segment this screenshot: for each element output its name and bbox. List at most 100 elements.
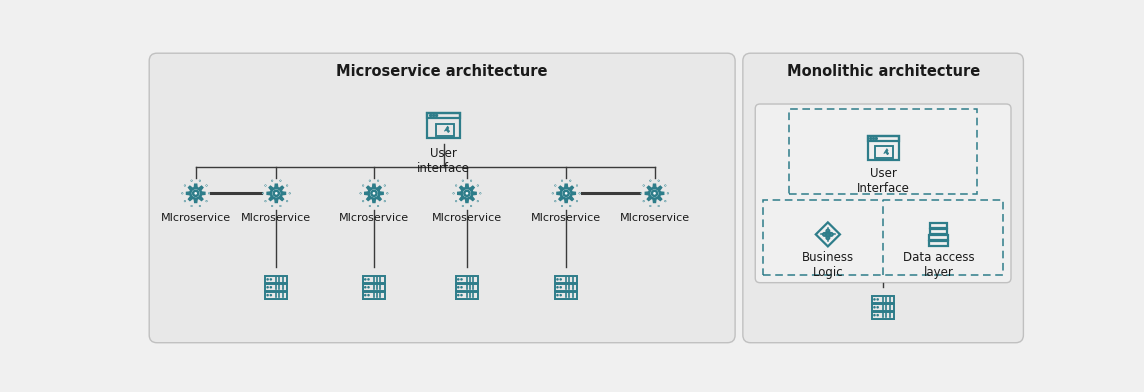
- Circle shape: [208, 192, 210, 194]
- Circle shape: [470, 205, 472, 207]
- Circle shape: [873, 314, 876, 316]
- Circle shape: [367, 286, 370, 289]
- Circle shape: [460, 294, 463, 296]
- Text: MIcroservice: MIcroservice: [339, 212, 410, 223]
- Text: MIcroservice: MIcroservice: [160, 212, 231, 223]
- Circle shape: [367, 278, 370, 281]
- Circle shape: [462, 188, 472, 198]
- Circle shape: [650, 180, 651, 182]
- Circle shape: [456, 286, 460, 289]
- Circle shape: [206, 200, 207, 202]
- Circle shape: [456, 278, 460, 281]
- Circle shape: [383, 200, 386, 202]
- Circle shape: [665, 185, 666, 187]
- Text: Monolithic architecture: Monolithic architecture: [787, 64, 979, 79]
- Bar: [363, 299, 386, 300]
- Circle shape: [876, 298, 879, 301]
- Circle shape: [665, 200, 666, 202]
- Circle shape: [378, 205, 379, 207]
- Circle shape: [359, 192, 362, 194]
- Circle shape: [368, 205, 371, 207]
- Circle shape: [184, 200, 185, 202]
- Circle shape: [650, 188, 660, 198]
- Bar: [436, 123, 454, 136]
- Bar: [456, 292, 478, 299]
- Circle shape: [652, 191, 657, 196]
- Circle shape: [556, 278, 558, 281]
- Circle shape: [556, 294, 558, 296]
- Circle shape: [387, 192, 388, 194]
- Circle shape: [643, 200, 645, 202]
- Bar: [867, 136, 899, 160]
- Circle shape: [271, 188, 281, 198]
- Bar: [265, 276, 287, 283]
- Polygon shape: [645, 184, 664, 203]
- Bar: [456, 276, 478, 283]
- Circle shape: [279, 205, 281, 207]
- Circle shape: [561, 180, 563, 182]
- Bar: [872, 312, 895, 319]
- Bar: [930, 229, 947, 234]
- Circle shape: [643, 185, 645, 187]
- Polygon shape: [365, 184, 383, 203]
- Circle shape: [869, 138, 872, 140]
- Circle shape: [873, 298, 876, 301]
- Bar: [872, 319, 895, 320]
- Circle shape: [430, 114, 431, 116]
- Circle shape: [555, 185, 556, 187]
- Polygon shape: [267, 184, 286, 203]
- Circle shape: [464, 191, 469, 196]
- Circle shape: [551, 192, 554, 194]
- Circle shape: [579, 192, 580, 194]
- Circle shape: [873, 138, 874, 140]
- Circle shape: [271, 205, 273, 207]
- Circle shape: [641, 192, 642, 194]
- Circle shape: [191, 180, 192, 182]
- Bar: [455, 299, 478, 300]
- Polygon shape: [444, 126, 450, 132]
- Bar: [363, 292, 384, 299]
- Bar: [428, 113, 460, 118]
- Circle shape: [288, 192, 291, 194]
- Circle shape: [460, 286, 463, 289]
- Circle shape: [570, 205, 571, 207]
- Bar: [555, 284, 577, 291]
- Circle shape: [570, 180, 571, 182]
- Circle shape: [270, 286, 272, 289]
- Circle shape: [436, 114, 438, 116]
- Bar: [930, 223, 946, 228]
- Circle shape: [477, 185, 479, 187]
- Polygon shape: [884, 149, 889, 155]
- Circle shape: [559, 294, 562, 296]
- Circle shape: [575, 185, 578, 187]
- Text: Data access
layer: Data access layer: [903, 251, 975, 279]
- Bar: [456, 284, 478, 291]
- Circle shape: [184, 185, 185, 187]
- Bar: [363, 284, 384, 291]
- Text: MIcroservice: MIcroservice: [619, 212, 690, 223]
- Text: Business
Logic: Business Logic: [802, 251, 853, 279]
- FancyBboxPatch shape: [149, 53, 736, 343]
- Circle shape: [658, 205, 660, 207]
- Circle shape: [470, 180, 472, 182]
- Bar: [875, 146, 893, 158]
- Circle shape: [264, 200, 267, 202]
- Circle shape: [286, 200, 288, 202]
- Circle shape: [564, 191, 569, 196]
- Bar: [789, 109, 977, 194]
- Circle shape: [267, 278, 269, 281]
- Polygon shape: [458, 184, 476, 203]
- Circle shape: [363, 185, 364, 187]
- Circle shape: [368, 188, 379, 198]
- Circle shape: [364, 294, 366, 296]
- Circle shape: [199, 180, 201, 182]
- Circle shape: [559, 278, 562, 281]
- Circle shape: [650, 205, 651, 207]
- Circle shape: [559, 286, 562, 289]
- Circle shape: [462, 205, 463, 207]
- Bar: [929, 235, 947, 240]
- Bar: [872, 296, 895, 303]
- Bar: [265, 292, 287, 299]
- Circle shape: [383, 185, 386, 187]
- Circle shape: [575, 200, 578, 202]
